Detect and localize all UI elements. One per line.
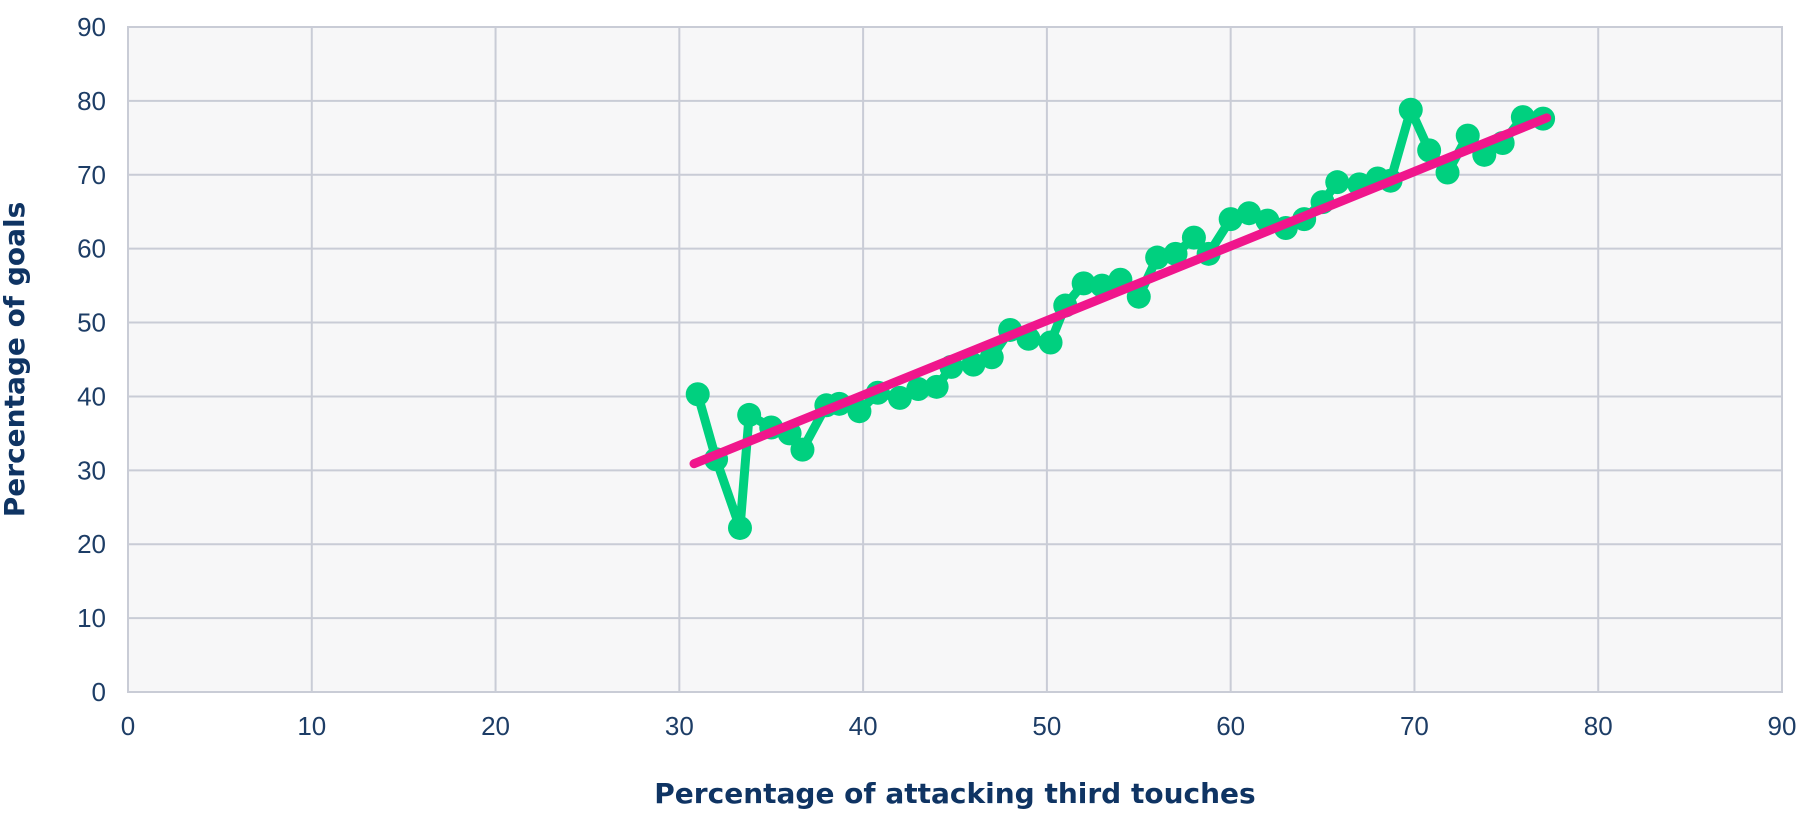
grid-lines <box>127 26 1783 693</box>
data-point <box>685 382 710 407</box>
y-tick-label: 60 <box>77 234 106 264</box>
y-tick-label: 80 <box>77 86 106 116</box>
data-point <box>847 399 872 424</box>
data-point <box>1126 284 1151 309</box>
data-point <box>1181 225 1206 250</box>
y-tick-label: 90 <box>77 12 106 42</box>
data-point <box>1163 241 1188 266</box>
data-series <box>685 97 1556 540</box>
data-point <box>1038 330 1063 355</box>
x-tick-label: 70 <box>1400 711 1429 741</box>
data-point <box>1398 97 1423 122</box>
data-point <box>924 374 949 399</box>
x-axis-ticks: 0 10 20 30 40 50 60 70 80 90 <box>121 711 1797 741</box>
x-tick-label: 10 <box>297 711 326 741</box>
y-axis-ticks: 0 10 20 30 40 50 60 70 80 90 <box>77 12 106 707</box>
data-point <box>737 402 762 427</box>
data-point <box>727 515 752 540</box>
x-tick-label: 20 <box>481 711 510 741</box>
x-tick-label: 50 <box>1032 711 1061 741</box>
data-point <box>790 437 815 462</box>
data-point <box>906 377 931 402</box>
data-point <box>1417 138 1442 163</box>
x-tick-label: 30 <box>665 711 694 741</box>
data-point <box>1145 245 1170 270</box>
data-point <box>1325 170 1350 195</box>
y-tick-label: 50 <box>77 308 106 338</box>
y-tick-label: 70 <box>77 160 106 190</box>
x-axis-label: Percentage of attacking third touches <box>654 777 1255 810</box>
y-tick-label: 40 <box>77 381 106 411</box>
x-tick-label: 40 <box>849 711 878 741</box>
y-tick-label: 20 <box>77 529 106 559</box>
y-tick-label: 10 <box>77 603 106 633</box>
data-point <box>1071 271 1096 296</box>
y-axis-label: Percentage of goals <box>0 202 31 518</box>
data-point <box>961 352 986 377</box>
data-point <box>1237 201 1262 226</box>
y-tick-label: 0 <box>92 677 106 707</box>
data-point <box>979 345 1004 370</box>
x-tick-label: 60 <box>1216 711 1245 741</box>
x-tick-label: 80 <box>1584 711 1613 741</box>
data-point <box>887 385 912 410</box>
y-tick-label: 30 <box>77 455 106 485</box>
x-tick-label: 90 <box>1768 711 1797 741</box>
data-point <box>1435 160 1460 185</box>
x-tick-label: 0 <box>121 711 135 741</box>
data-point <box>1218 207 1243 232</box>
data-point <box>1455 123 1480 148</box>
trend-line <box>689 113 1552 469</box>
